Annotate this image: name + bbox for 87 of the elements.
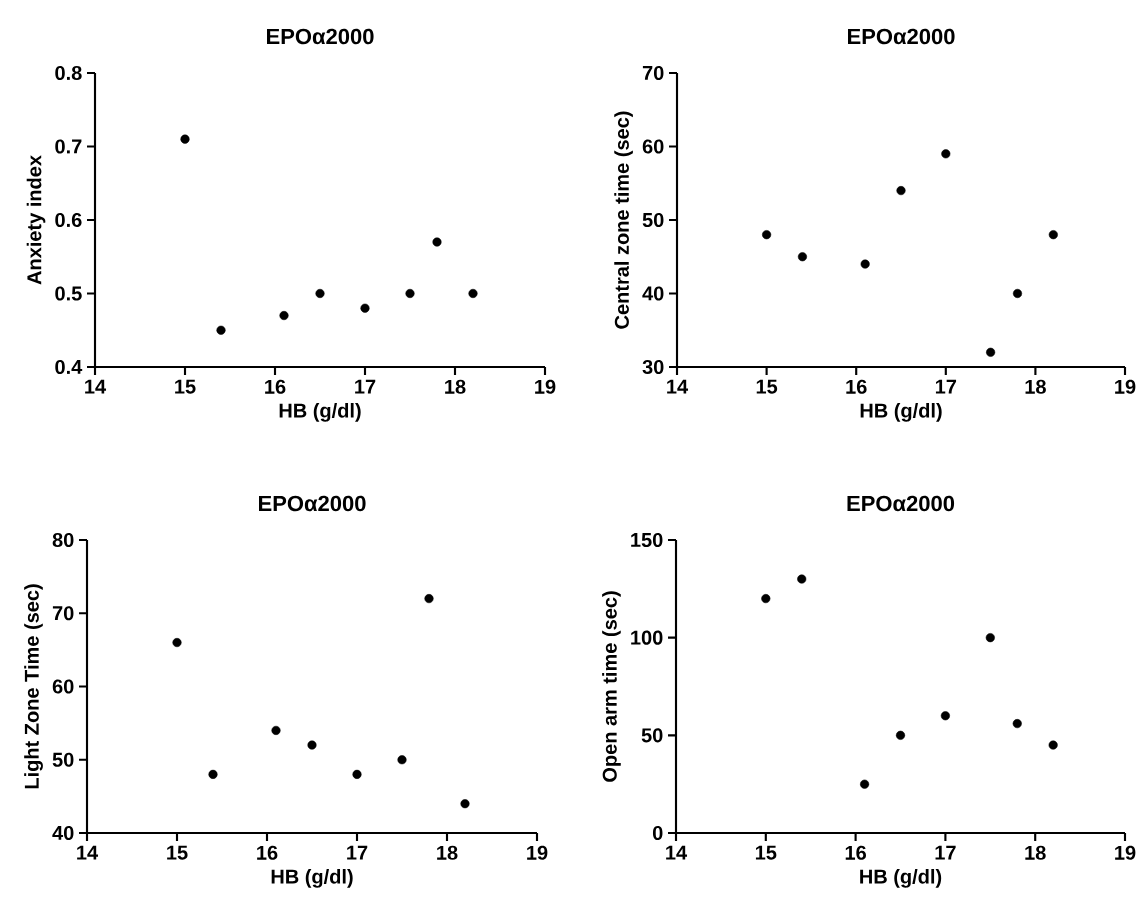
x-axis-title: HB (g/dl) [860,869,942,888]
y-tick-label: 40 [642,286,664,301]
y-tick-label: 60 [642,139,664,154]
x-tick-label: 18 [437,845,458,860]
point [172,638,182,648]
x-tick-label: 19 [1115,845,1136,860]
chart-title: EPOα2000 [847,495,955,512]
x-tick-label: 16 [846,379,867,394]
x-tick-label: 16 [257,845,278,860]
y-axis-title: Light Zone Time (sec) [24,584,43,789]
point [216,325,226,335]
y-tick-label: 40 [52,825,74,841]
point [208,769,218,779]
chart-title: EPOα2000 [267,28,374,45]
x-tick-label: 19 [1115,379,1136,394]
point [1048,740,1058,750]
x-tick-label: 14 [667,379,689,394]
x-tick-label: 14 [666,845,688,860]
point [860,259,870,269]
y-axis-title: Anxiety index [26,155,46,285]
y-tick-label: 150 [631,532,663,548]
x-tick-label: 15 [755,845,777,860]
y-axis-title: Central zone time (sec) [614,111,633,329]
y-tick-label: 0.7 [55,139,82,154]
point [860,779,870,789]
y-tick-label: 70 [642,65,664,81]
x-axis-title: HB (g/dl) [271,869,353,888]
point [352,769,362,779]
x-tick-label: 16 [845,845,866,860]
y-tick-label: 30 [642,359,664,375]
x-tick-label: 17 [355,379,376,394]
point [940,711,950,721]
x-tick-label: 19 [535,379,556,394]
point [797,252,807,262]
x-tick-label: 17 [935,845,956,860]
x-axis-title: HB (g/dl) [860,403,942,422]
x-tick-label: 15 [756,379,778,394]
point [761,594,771,604]
point [986,347,996,357]
y-tick-label: 0 [652,825,663,841]
point [397,755,407,765]
chart-title: EPOα2000 [848,28,955,45]
x-tick-label: 16 [265,379,286,394]
point [180,134,190,144]
y-tick-label: 0.4 [55,359,83,375]
y-tick-label: 80 [52,532,74,548]
y-axis-title: Open arm time (sec) [602,591,621,782]
x-tick-label: 15 [175,379,196,394]
point [797,574,807,584]
point [1012,288,1023,299]
point [895,730,906,740]
x-tick-label: 17 [347,845,368,860]
chart-title: EPOα2000 [259,495,366,512]
x-tick-label: 17 [935,379,957,394]
y-tick-label: 0.6 [55,212,82,228]
point [279,311,289,321]
y-tick-label: 50 [642,212,664,228]
point [1048,230,1058,240]
point [468,288,478,299]
point [985,633,995,643]
x-tick-label: 15 [167,845,188,860]
point [271,725,281,735]
y-tick-label: 70 [52,606,74,621]
point [424,594,434,604]
x-tick-label: 18 [1025,845,1046,860]
point [762,230,772,240]
x-tick-label: 19 [527,845,548,860]
point [896,186,906,196]
point [360,303,370,313]
x-axis-title: HB (g/dl) [279,403,361,422]
point [460,799,470,809]
y-tick-label: 50 [641,728,663,743]
point [941,149,951,159]
x-tick-label: 18 [1025,379,1046,394]
point [315,288,325,299]
x-tick-label: 14 [85,379,107,394]
point [405,288,415,299]
point [432,237,442,247]
y-tick-label: 0.8 [55,65,82,81]
y-tick-label: 60 [52,679,74,694]
point [1012,719,1022,729]
y-tick-label: 50 [52,752,74,767]
y-tick-label: 100 [631,630,663,645]
x-tick-label: 14 [77,845,99,860]
point [307,740,317,750]
y-tick-label: 0.5 [55,286,82,301]
x-tick-label: 18 [445,379,466,394]
